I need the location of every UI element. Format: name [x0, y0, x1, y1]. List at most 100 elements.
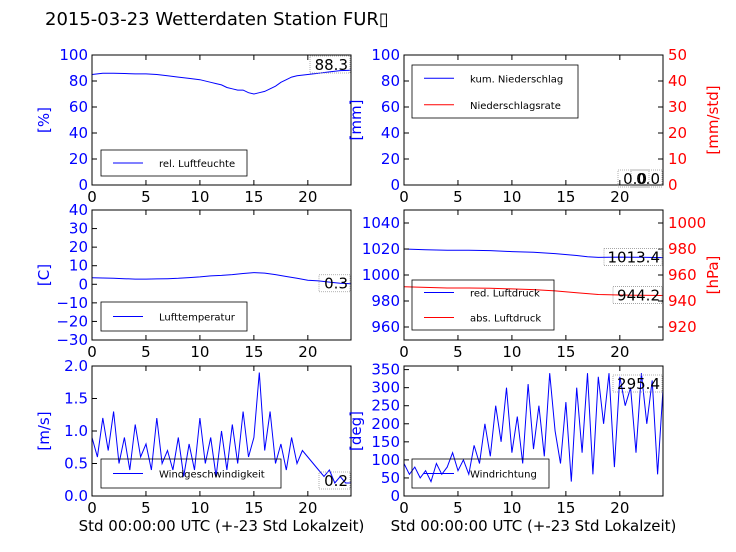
windspeed-ytick-label: 0.0: [64, 487, 88, 505]
winddirection-ytick-label: 0: [390, 487, 400, 505]
humidity-ylabel: [%]: [35, 107, 53, 133]
humidity-xtick-label: 0: [87, 188, 97, 206]
windspeed-panel: 0 5 10 15 20 0.0 0.5 1.0 1.5 2.0 [m/s] Std 00:00:00…: [35, 357, 364, 535]
precipitation-ylabel: [mm]: [347, 100, 365, 141]
temperature-legend-label: Lufttemperatur: [159, 313, 236, 324]
humidity-ytick-label: 80: [69, 72, 88, 90]
humidity-ytick-label: 20: [69, 150, 88, 168]
windspeed-ytick-label: 1.5: [64, 390, 88, 408]
windspeed-xtick-label: 20: [298, 499, 317, 517]
temperature-ytick-label: 40: [69, 201, 88, 219]
precipitation-xtick-label: 10: [502, 188, 521, 206]
precipitation-xtick-label: 20: [610, 188, 629, 206]
windspeed-legend-label: Windgeschwindigkeit: [159, 470, 265, 481]
winddirection-xtick-label: 5: [453, 499, 463, 517]
pressure-ytick-right-label: 1000: [668, 214, 706, 232]
pressure-ytick-right-label: 920: [668, 318, 697, 336]
precipitation-current-value-right: 0.0: [623, 170, 647, 188]
windspeed-xtick-label: 0: [87, 499, 97, 517]
humidity-xtick-label: 5: [141, 188, 151, 206]
pressure-current-value-right: 944.2: [617, 287, 660, 305]
windspeed-xlabel: Std 00:00:00 UTC (+-23 Std Lokalzeit): [79, 517, 365, 535]
pressure-series-line-2: [403, 286, 664, 296]
pressure-series-line-1: [403, 248, 664, 259]
temperature-ytick-label: 0: [78, 275, 88, 293]
winddirection-ytick-label: 200: [371, 415, 400, 433]
precipitation-axes-frame: [403, 54, 664, 186]
precipitation-legend-box: [411, 64, 579, 119]
temperature-ytick-label: −10: [56, 294, 88, 312]
pressure-ytick-label: 1040: [362, 214, 400, 232]
precipitation-legend-label: Niederschlagsrate: [470, 101, 561, 112]
temperature-ytick-label: 10: [69, 257, 88, 275]
pressure-legend-label: red. Luftdruck: [470, 289, 540, 300]
humidity-ytick-label: 40: [69, 124, 88, 142]
pressure-xtick-label: 0: [399, 343, 409, 361]
winddirection-ytick-label: 250: [371, 397, 400, 415]
winddirection-series-line-1: [403, 373, 664, 483]
humidity-xtick-label: 20: [298, 188, 317, 206]
winddirection-xtick-label: 20: [610, 499, 629, 517]
precipitation-ytick-right-label: 30: [668, 98, 687, 116]
winddirection-ytick-label: 350: [371, 361, 400, 379]
humidity-series-line-1: [91, 69, 352, 95]
windspeed-series-line-1: [91, 372, 351, 484]
temperature-ylabel: [C]: [35, 264, 53, 286]
temperature-xtick-label: 0: [87, 343, 97, 361]
pressure-ytick-label: 1000: [362, 266, 400, 284]
pressure-xtick-label: 15: [556, 343, 575, 361]
precipitation-panel: 0 5 10 15 20 0 20 40 60 80 100 0 10 20 30 40 50 [mm] [mm/s…: [347, 46, 722, 206]
precipitation-ytick-label: 60: [381, 98, 400, 116]
precipitation-ytick-label: 20: [381, 150, 400, 168]
windspeed-ytick-label: 0.5: [64, 455, 88, 473]
winddirection-xtick-label: 10: [502, 499, 521, 517]
winddirection-legend-label: Windrichtung: [470, 470, 537, 481]
precipitation-ytick-right-label: 20: [668, 124, 687, 142]
precipitation-xtick-label: 5: [453, 188, 463, 206]
pressure-ytick-right-label: 980: [668, 240, 697, 258]
windspeed-current-value: 0.2: [324, 472, 348, 490]
humidity-axes-frame: [91, 54, 352, 186]
winddirection-xtick-label: 0: [399, 499, 409, 517]
precipitation-ytick-right-label: 40: [668, 72, 687, 90]
temperature-xtick-label: 5: [141, 343, 151, 361]
pressure-current-value-right-box: [612, 286, 663, 304]
windspeed-ytick-label: 1.0: [64, 422, 88, 440]
humidity-legend-label: rel. Luftfeuchte: [159, 159, 235, 170]
pressure-xtick-label: 5: [453, 343, 463, 361]
temperature-xtick-label: 20: [298, 343, 317, 361]
humidity-ytick-label: 100: [59, 46, 88, 64]
precipitation-ytick-label: 100: [371, 46, 400, 64]
pressure-ylabel-right: [hPa]: [704, 256, 722, 295]
pressure-panel: 0 5 10 15 20 960 980 1000 1020 1040 920 940 960 980 10…: [362, 209, 722, 361]
humidity-xtick-label: 10: [190, 188, 209, 206]
winddirection-ytick-label: 150: [371, 433, 400, 451]
humidity-ytick-label: 60: [69, 98, 88, 116]
winddirection-xlabel: Std 00:00:00 UTC (+-23 Std Lokalzeit): [391, 517, 677, 535]
winddirection-ytick-label: 100: [371, 451, 400, 469]
winddirection-ytick-label: 300: [371, 379, 400, 397]
winddirection-ytick-label: 50: [381, 469, 400, 487]
precipitation-ytick-right-label: 10: [668, 150, 687, 168]
precipitation-xtick-label: 15: [556, 188, 575, 206]
temperature-ytick-label: 30: [69, 220, 88, 238]
windspeed-legend-box: [100, 458, 282, 489]
winddirection-ylabel: [deg]: [347, 411, 365, 451]
pressure-ytick-right-label: 960: [668, 266, 697, 284]
temperature-legend-box: [100, 301, 248, 332]
humidity-current-value: 88.3: [315, 56, 348, 74]
precipitation-ytick-label: 40: [381, 124, 400, 142]
windspeed-xtick-label: 5: [141, 499, 151, 517]
pressure-legend-box: [411, 279, 555, 331]
windspeed-ylabel: [m/s]: [35, 411, 53, 450]
precipitation-current-value: 0.0: [636, 170, 660, 188]
humidity-panel: 0 5 10 15 20 0 20 40 60 80 100 [%] 88.3 rel. Luftfeuc…: [35, 46, 352, 206]
pressure-ytick-label: 980: [371, 292, 400, 310]
precipitation-ytick-right-label: 50: [668, 46, 687, 64]
pressure-xtick-label: 20: [610, 343, 629, 361]
humidity-current-value-box: [309, 55, 351, 74]
humidity-legend-box: [100, 149, 248, 177]
precipitation-ytick-label: 0: [390, 176, 400, 194]
